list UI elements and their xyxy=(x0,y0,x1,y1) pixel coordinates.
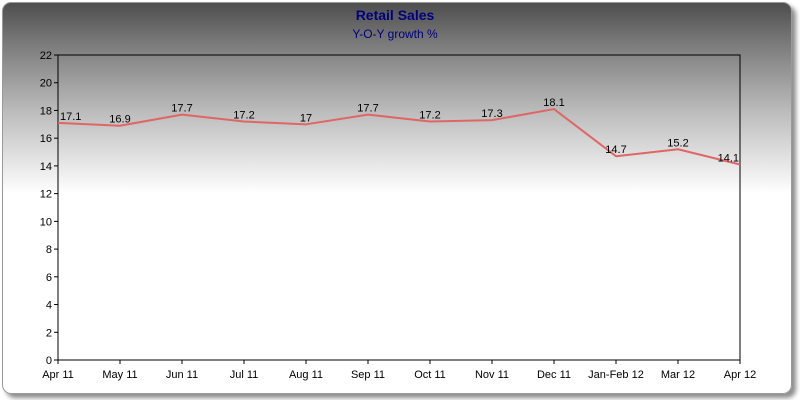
y-tick-label: 10 xyxy=(40,216,52,228)
data-label: 14.1 xyxy=(718,153,739,165)
data-label: 17.2 xyxy=(419,110,440,122)
x-tick-label: Apr 12 xyxy=(724,369,756,381)
data-label: 17 xyxy=(300,112,312,124)
series-line xyxy=(57,108,741,166)
x-tick-label: Mar 12 xyxy=(661,369,695,381)
x-tick-label: Sep 11 xyxy=(351,369,385,381)
y-tick-label: 14 xyxy=(40,161,52,173)
data-label: 17.2 xyxy=(233,110,254,122)
plot-area xyxy=(57,54,741,361)
data-labels: 17.1 16.9 17.7 17.2 17 17.7 17.2 17.3 18.1 14.7 15… xyxy=(60,97,739,164)
x-tick-label: Oct 11 xyxy=(414,369,446,381)
y-tick-label: 16 xyxy=(40,133,52,145)
y-tick-label: 2 xyxy=(46,327,52,339)
y-tick-label: 6 xyxy=(46,272,52,284)
y-axis: 0 2 4 6 8 10 12 14 16 18 20 22 xyxy=(40,50,58,367)
data-label: 16.9 xyxy=(109,114,130,126)
x-tick-label: Nov 11 xyxy=(475,369,509,381)
x-tick-label: Dec 11 xyxy=(537,369,571,381)
y-tick-label: 0 xyxy=(46,355,52,367)
y-tick-label: 8 xyxy=(46,244,52,256)
data-label: 17.3 xyxy=(481,108,502,120)
x-tick-label: Jun 11 xyxy=(166,369,198,381)
data-label: 15.2 xyxy=(667,137,688,149)
data-label: 14.7 xyxy=(605,144,626,156)
data-label: 18.1 xyxy=(543,97,564,109)
data-label: 17.7 xyxy=(171,103,192,115)
data-label: 17.1 xyxy=(60,111,81,123)
y-tick-label: 4 xyxy=(46,300,52,312)
x-tick-label: Jan-Feb 12 xyxy=(588,369,644,381)
x-tick-label: Jul 11 xyxy=(230,369,259,381)
series-group xyxy=(57,108,741,166)
chart-frame xyxy=(2,2,792,394)
x-tick-label: Aug 11 xyxy=(289,369,323,381)
y-tick-label: 20 xyxy=(40,78,52,90)
chart-title: Retail Sales xyxy=(356,7,435,23)
x-tick-label: Apr 11 xyxy=(42,369,74,381)
data-label: 17.7 xyxy=(357,103,378,115)
y-tick-label: 18 xyxy=(40,105,52,117)
x-tick-label: May 11 xyxy=(102,369,137,381)
y-tick-label: 22 xyxy=(40,50,52,62)
chart-subtitle: Y-O-Y growth % xyxy=(352,27,438,41)
y-tick-label: 12 xyxy=(40,189,52,201)
x-axis: Apr 11 May 11 Jun 11 Jul 11 Aug 11 Sep 11 Oct … xyxy=(42,360,756,381)
